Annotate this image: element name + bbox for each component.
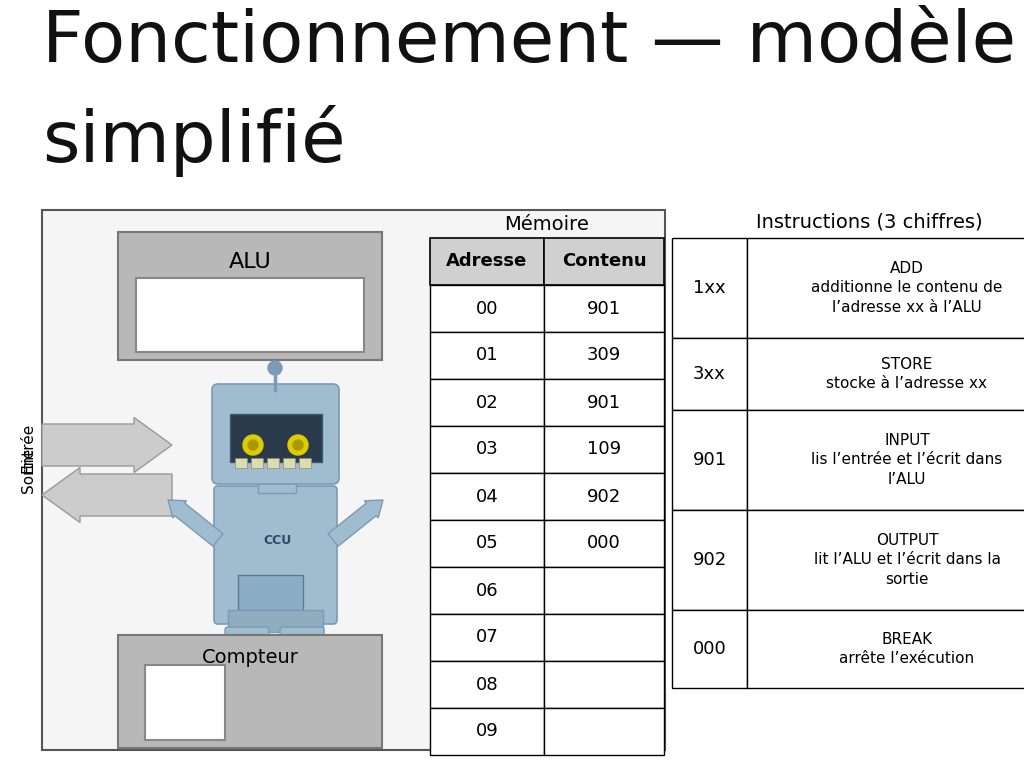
Bar <box>118 232 382 360</box>
Bar <box>430 473 544 520</box>
Text: Fonctionnement — modèle: Fonctionnement — modèle <box>42 8 1016 77</box>
Circle shape <box>293 440 303 450</box>
Bar <box>672 610 746 688</box>
Text: 902: 902 <box>587 488 622 505</box>
Bar <box>258 476 296 493</box>
Text: Entrée: Entrée <box>20 423 36 473</box>
FancyArrow shape <box>42 418 172 472</box>
Bar <box>672 338 746 410</box>
Bar <box>746 410 1024 510</box>
Bar <box>238 575 303 610</box>
Text: 09: 09 <box>475 723 499 740</box>
Bar <box>430 426 544 473</box>
FancyArrow shape <box>42 468 172 522</box>
Bar <box>430 661 544 708</box>
Text: 00: 00 <box>476 300 499 317</box>
FancyBboxPatch shape <box>225 627 269 681</box>
Bar <box>544 473 664 520</box>
Bar <box>299 458 311 468</box>
Bar <box>234 458 247 468</box>
Text: 109: 109 <box>587 441 622 458</box>
Bar <box>746 238 1024 338</box>
Text: 000: 000 <box>587 535 621 552</box>
Bar <box>230 414 322 462</box>
FancyArrow shape <box>328 500 383 546</box>
Text: 3xx: 3xx <box>693 365 726 383</box>
Text: 901: 901 <box>587 300 622 317</box>
Text: CCU: CCU <box>264 534 292 547</box>
Bar <box>746 510 1024 610</box>
Text: 901: 901 <box>587 393 622 412</box>
Text: 05: 05 <box>475 535 499 552</box>
FancyBboxPatch shape <box>214 486 337 624</box>
Text: Sortie: Sortie <box>20 448 36 492</box>
Bar <box>430 708 544 755</box>
Text: Mémoire: Mémoire <box>505 215 590 234</box>
Text: INPUT
lis l’entrée et l’écrit dans
l’ALU: INPUT lis l’entrée et l’écrit dans l’ALU <box>811 432 1002 488</box>
Bar <box>672 510 746 610</box>
FancyBboxPatch shape <box>280 627 324 681</box>
Bar <box>544 426 664 473</box>
Bar <box>228 610 323 632</box>
Text: Compteur: Compteur <box>202 648 298 667</box>
Bar <box>544 520 664 567</box>
Text: 03: 03 <box>475 441 499 458</box>
Text: ALU: ALU <box>228 252 271 272</box>
Text: OUTPUT
lit l’ALU et l’écrit dans la
sortie: OUTPUT lit l’ALU et l’écrit dans la sort… <box>813 533 1000 588</box>
Text: Contenu: Contenu <box>562 253 646 270</box>
Bar <box>145 665 225 740</box>
Bar <box>544 332 664 379</box>
Bar <box>430 614 544 661</box>
Bar <box>672 238 746 338</box>
Text: 309: 309 <box>587 346 622 365</box>
Bar <box>267 458 279 468</box>
Bar <box>251 458 263 468</box>
Bar <box>283 458 295 468</box>
Bar <box>544 708 664 755</box>
Text: 04: 04 <box>475 488 499 505</box>
Bar <box>430 332 544 379</box>
Bar <box>544 614 664 661</box>
Text: 07: 07 <box>475 628 499 647</box>
Text: STORE
stocke à l’adresse xx: STORE stocke à l’adresse xx <box>826 356 987 392</box>
Bar <box>118 635 382 748</box>
Bar <box>430 238 544 285</box>
Bar <box>42 210 665 750</box>
Text: 000: 000 <box>692 640 726 658</box>
FancyArrow shape <box>168 500 223 546</box>
Circle shape <box>248 440 258 450</box>
Bar <box>544 238 664 285</box>
Text: 01: 01 <box>476 346 499 365</box>
Bar <box>430 567 544 614</box>
Text: Instructions (3 chiffres): Instructions (3 chiffres) <box>756 213 983 232</box>
Bar <box>544 567 664 614</box>
Text: 902: 902 <box>692 551 727 569</box>
FancyBboxPatch shape <box>214 674 274 714</box>
FancyBboxPatch shape <box>212 384 339 484</box>
Bar <box>430 520 544 567</box>
Bar <box>746 338 1024 410</box>
Bar <box>544 661 664 708</box>
Circle shape <box>288 435 308 455</box>
FancyBboxPatch shape <box>275 674 335 714</box>
Bar <box>430 285 544 332</box>
Bar <box>672 410 746 510</box>
Circle shape <box>243 435 263 455</box>
Bar <box>544 285 664 332</box>
Text: 02: 02 <box>475 393 499 412</box>
Text: ADD
additionne le contenu de
l’adresse xx à l’ALU: ADD additionne le contenu de l’adresse x… <box>811 260 1002 316</box>
Circle shape <box>268 361 282 375</box>
Bar <box>136 278 364 352</box>
Text: 08: 08 <box>476 676 499 694</box>
Text: 901: 901 <box>692 451 727 469</box>
Text: Adresse: Adresse <box>446 253 527 270</box>
Text: BREAK
arrête l’exécution: BREAK arrête l’exécution <box>840 631 975 667</box>
Bar <box>544 379 664 426</box>
Text: simplifié: simplifié <box>42 105 346 177</box>
Text: 1xx: 1xx <box>693 279 726 297</box>
Bar <box>430 379 544 426</box>
Bar <box>746 610 1024 688</box>
Text: 06: 06 <box>476 581 499 600</box>
